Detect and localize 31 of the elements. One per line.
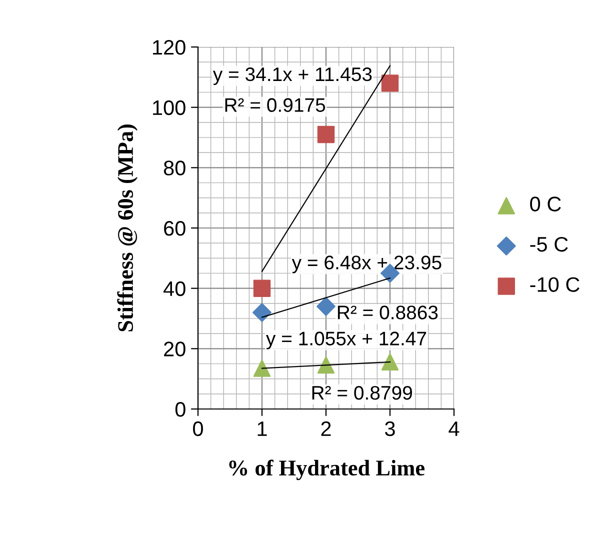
x-tick-label: 3 (385, 421, 395, 436)
annotation: y = 34.1x + 11.453 (212, 67, 372, 86)
y-tick-label: 60 (164, 221, 186, 236)
y-tick-label: 20 (164, 342, 186, 356)
annotation: R² = 0.8863 (338, 306, 438, 320)
y-tick-label: 120 (153, 40, 186, 55)
legend-label: -10 C (530, 277, 580, 292)
x-tick-label: 0 (193, 421, 203, 436)
point (381, 353, 399, 371)
x-tick-label: 1 (258, 422, 267, 436)
y-tick-label: 40 (164, 281, 186, 296)
y-tick-label: 0 (175, 402, 186, 417)
point (317, 356, 335, 374)
point (252, 302, 272, 322)
annotation: R² = 0.9175 (225, 98, 326, 112)
y-tick-label: 100 (153, 100, 186, 116)
point (381, 74, 399, 92)
annotation: R² = 0.8799 (312, 386, 412, 400)
annotation: y = 1.055x + 12.47 (266, 332, 426, 350)
x-tick-label: 4 (448, 422, 460, 436)
point (317, 126, 335, 144)
point (253, 360, 271, 377)
y-tick-label: 80 (164, 160, 186, 176)
x-tick-label: 2 (321, 421, 331, 436)
legend-label: 0 C (530, 196, 561, 212)
legend-label: -5 C (530, 236, 568, 252)
point (316, 296, 336, 316)
annotation: y = 6.48x + 23.95 (292, 256, 442, 274)
point (253, 280, 271, 297)
y-axis-title: Stiffness @ 60s (MPa) (117, 124, 138, 332)
x-axis-title: % of Hydrated Lime (229, 460, 424, 480)
